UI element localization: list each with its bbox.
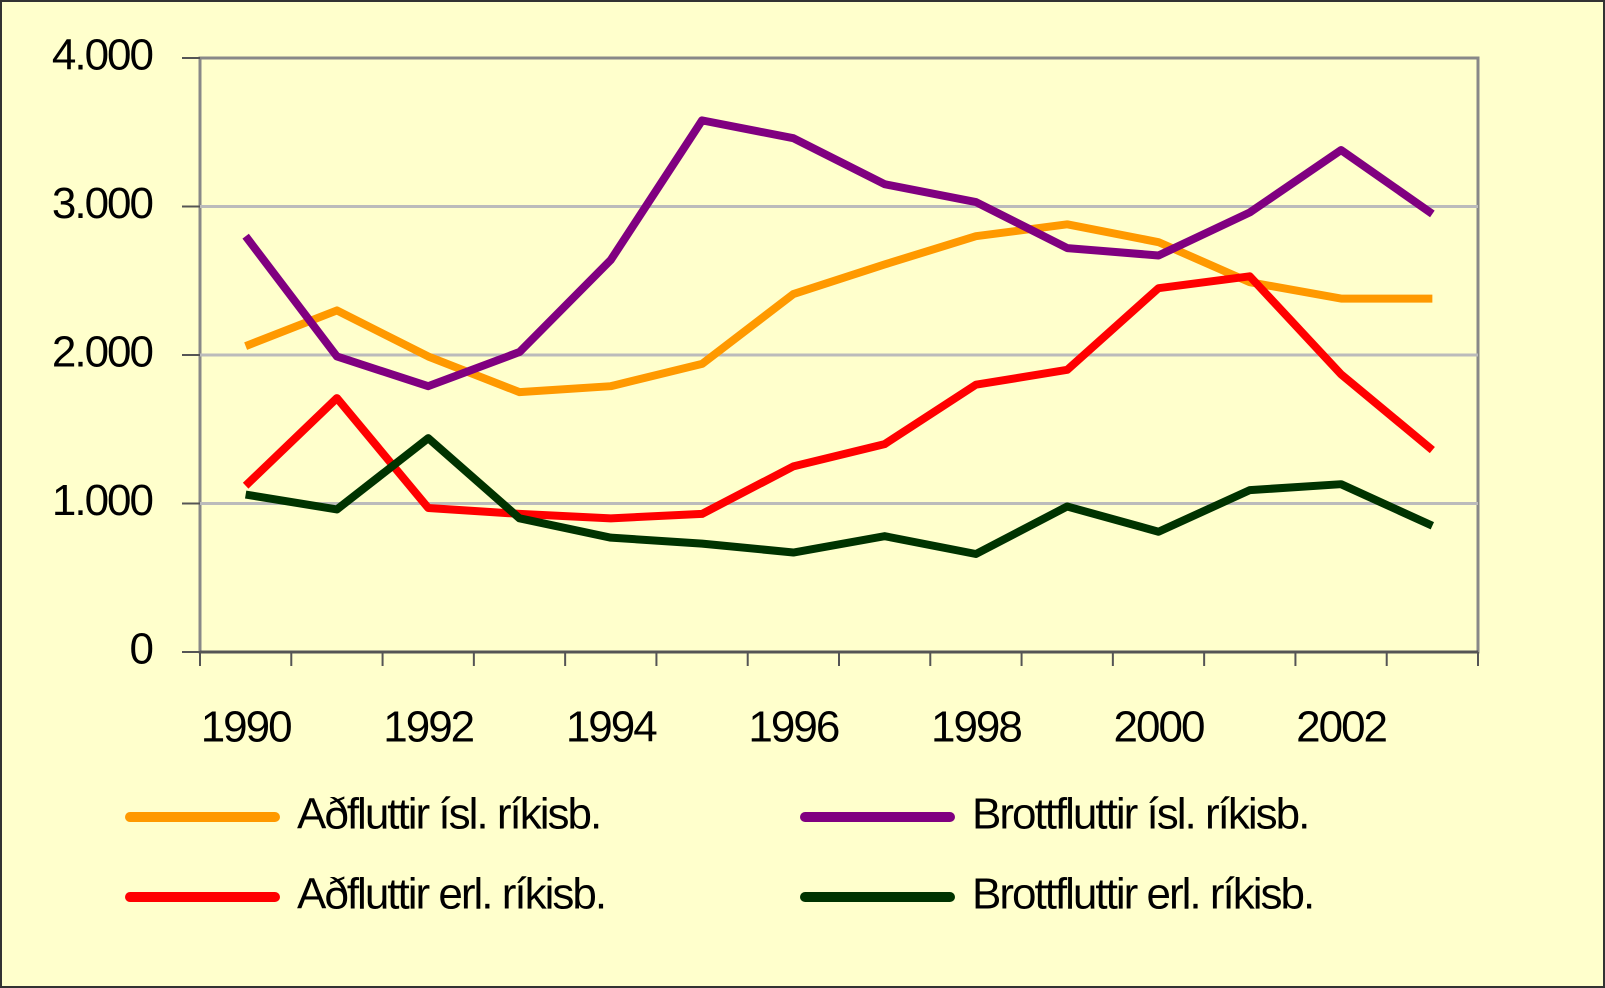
x-tick-label: 1996 [748,703,838,752]
x-tick-label: 1992 [383,703,473,752]
legend-label: Brottfluttir ísl. ríkisb. [972,790,1308,839]
y-tick-label: 1.000 [52,476,153,525]
x-tick-label: 2000 [1114,703,1204,752]
y-tick-label: 4.000 [52,31,153,80]
series-line [242,116,1435,391]
series-line [245,434,1435,558]
x-tick-label: 1998 [931,703,1021,752]
x-tick-label: 1990 [201,703,291,752]
y-tick-label: 0 [130,625,153,674]
x-tick-label: 1994 [566,703,657,752]
legend-label: Aðfluttir erl. ríkisb. [297,870,605,919]
y-tick-label: 2.000 [52,328,153,377]
series-line [242,272,1435,523]
x-tick-label: 2002 [1296,703,1386,752]
legend-label: Brottfluttir erl. ríkisb. [972,870,1313,919]
legend-label: Aðfluttir ísl. ríkisb. [297,790,600,839]
y-tick-label: 3.000 [52,179,153,228]
